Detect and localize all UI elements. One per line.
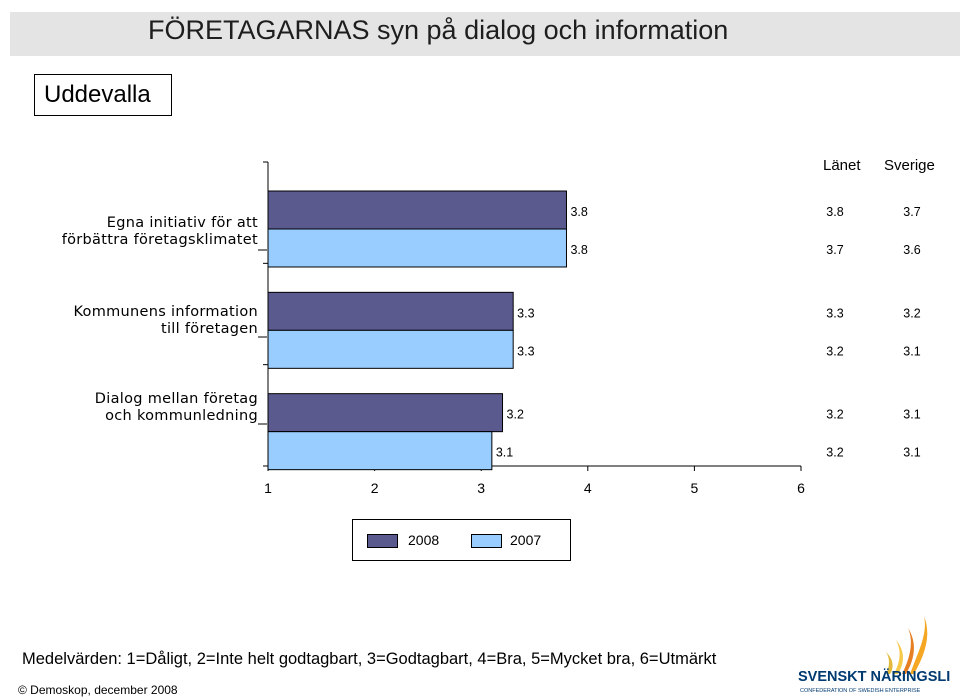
data-label: 3.8 [570,243,587,257]
page-title: FÖRETAGARNAS syn på dialog och informati… [148,15,729,45]
x-tick-label: 4 [584,480,592,496]
lan-value: 3.7 [826,243,843,257]
column-header-sverige: Sverige [884,157,935,174]
category-label-1: Egna initiativ för att förbättra företags… [61,215,258,248]
footnote: Medelvärden: 1=Dåligt, 2=Inte helt godta… [22,650,717,668]
legend-label-2008: 2008 [408,532,440,548]
legend-label-2007: 2007 [510,532,542,548]
data-label: 3.2 [507,408,524,422]
copyright: © Demoskop, december 2008 [18,683,178,697]
category-label-3: Dialog mellan företag och kommunledning [94,391,258,424]
x-tick-label: 1 [264,480,272,496]
lan-value: 3.2 [826,446,843,460]
logo-flame-icon [886,616,928,674]
region-label: Uddevalla [34,74,172,116]
sverige-value: 3.2 [903,306,920,320]
lan-value: 3.2 [826,344,843,358]
svenskt-naringsliv-logo: SVENSKT NÄRINGSLIV CONFEDERATION OF SWED… [798,616,950,694]
lan-value: 3.8 [826,205,843,219]
x-tick-label: 3 [477,480,485,496]
lan-value: 3.2 [826,408,843,422]
data-label: 3.3 [517,306,534,320]
legend-swatch-2007 [471,534,502,548]
sverige-value: 3.6 [903,243,920,257]
bar-2008-2 [267,291,514,331]
column-header-lan: Länet [823,157,861,174]
x-tick-label: 5 [691,480,699,496]
bar-2007-2 [267,329,514,369]
data-label: 3.1 [496,446,513,460]
data-label: 3.8 [570,205,587,219]
title-band [10,12,960,56]
bar-2008-3 [267,393,504,433]
sverige-value: 3.7 [903,205,920,219]
logo-wordmark: SVENSKT NÄRINGSLIV [798,668,950,685]
legend-swatch-2008 [367,534,398,548]
category-label-2: Kommunens information till företagen [73,304,258,337]
bar-2008-1 [267,190,567,230]
lan-value: 3.3 [826,306,843,320]
sverige-value: 3.1 [903,446,920,460]
x-tick-label: 6 [797,480,805,496]
bar-2007-1 [267,228,567,268]
bar-2007-3 [267,431,493,471]
sverige-value: 3.1 [903,344,920,358]
chart-legend: 2008 2007 [352,519,571,561]
logo-subtitle: CONFEDERATION OF SWEDISH ENTERPRISE [800,688,921,694]
x-tick-label: 2 [371,480,379,496]
sverige-value: 3.1 [903,408,920,422]
data-label: 3.3 [517,344,534,358]
